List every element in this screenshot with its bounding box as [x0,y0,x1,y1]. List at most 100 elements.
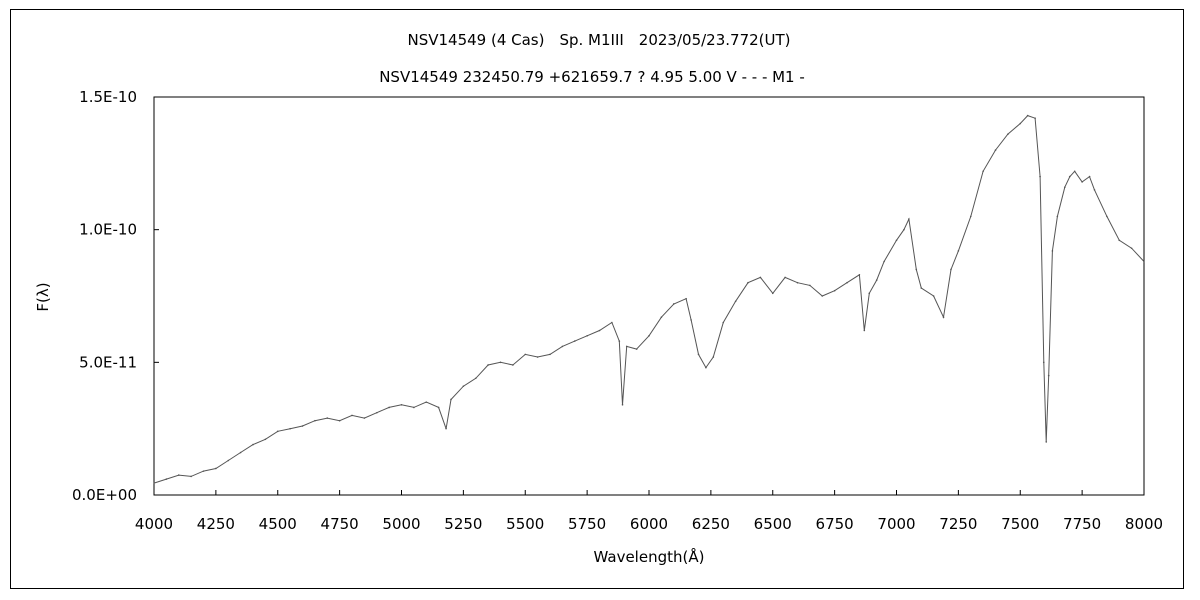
data-point [326,417,329,419]
data-point [994,149,997,151]
data-point [712,356,715,358]
data-point [1064,186,1066,189]
data-point [276,430,279,433]
data-point [920,287,923,289]
x-tick-label: 4250 [197,515,235,533]
data-point [202,470,205,472]
data-point [821,295,824,297]
chart-subtitle: NSV14549 232450.79 +621659.7 ? 4.95 5.00… [379,68,805,86]
data-point [425,401,428,403]
data-point [301,425,304,427]
data-point [1026,114,1029,117]
y-tick-label: 1.5E-10 [79,88,137,106]
spectrum-line [153,115,1145,484]
data-point [697,353,700,356]
data-point [635,348,638,350]
data-point [289,427,291,430]
data-point [413,406,415,409]
x-axis-label: Wavelength(Å) [594,547,705,566]
data-point [1045,441,1048,443]
data-point [883,260,885,263]
data-point [690,319,692,321]
chart-frame [10,9,1184,589]
y-tick-label: 5.0E-11 [79,353,137,371]
data-point [363,417,366,419]
chart-title: NSV14549 (4 Cas) Sp. M1III 2023/05/23.77… [407,31,790,49]
data-point [524,353,527,356]
data-point [734,300,737,303]
data-point [932,295,935,297]
data-point [868,292,871,295]
data-point [672,303,675,305]
data-point [1106,215,1108,218]
data-point [1081,181,1083,183]
data-point [747,281,749,284]
data-point [549,353,551,356]
data-point [660,316,663,319]
data-point [1093,189,1096,191]
y-axis-label: F(λ) [34,282,52,311]
x-tick-label: 6250 [692,515,730,533]
data-point [1007,133,1009,135]
data-point [1068,175,1071,178]
data-point [625,345,628,348]
data-point [338,419,341,422]
data-point [895,239,898,242]
data-point [648,335,650,337]
data-point [437,406,440,409]
data-point [875,279,878,281]
data-point [863,329,866,332]
data-point [1039,175,1041,178]
x-tick-label: 7750 [1063,515,1101,533]
x-tick-label: 7000 [877,515,915,533]
data-point [450,398,452,401]
data-point [264,438,267,441]
data-point [784,276,786,279]
x-tick-label: 4500 [259,515,297,533]
data-point [903,228,905,231]
data-point [915,268,918,271]
x-tick-label: 6750 [816,515,854,533]
data-point [809,284,811,287]
data-point [153,482,155,484]
x-tick-label: 4750 [321,515,359,533]
data-point [375,411,378,414]
data-point [445,427,447,430]
data-point [1143,260,1145,263]
data-point [1088,175,1091,178]
data-point [351,414,353,417]
data-point [1051,250,1054,252]
x-tick-label: 4000 [135,515,173,533]
x-tick-label: 8000 [1125,515,1163,533]
data-point [759,276,762,279]
data-point [796,281,799,284]
data-point [1042,361,1045,364]
x-tick-label: 5000 [382,515,420,533]
data-point [190,475,192,478]
data-point [833,289,836,292]
data-point [252,443,254,446]
data-point [499,361,502,364]
data-point [611,321,613,324]
x-tick-label: 6000 [630,515,668,533]
data-point [598,329,601,332]
x-tick-label: 7500 [1001,515,1039,533]
data-point [1034,117,1036,120]
data-point [1073,170,1076,173]
data-point [215,467,217,470]
x-tick-label: 5750 [568,515,606,533]
data-point [969,215,972,218]
data-point [618,340,621,342]
data-point [177,474,180,476]
data-point [950,268,952,271]
y-tick-label: 0.0E+00 [72,486,137,504]
data-point [982,170,984,173]
data-point [474,377,477,380]
plot-area [153,96,1145,496]
data-point [1118,239,1121,242]
x-tick-label: 6500 [754,515,792,533]
data-point [165,478,168,480]
data-point [1056,215,1059,218]
data-point [1047,374,1050,377]
